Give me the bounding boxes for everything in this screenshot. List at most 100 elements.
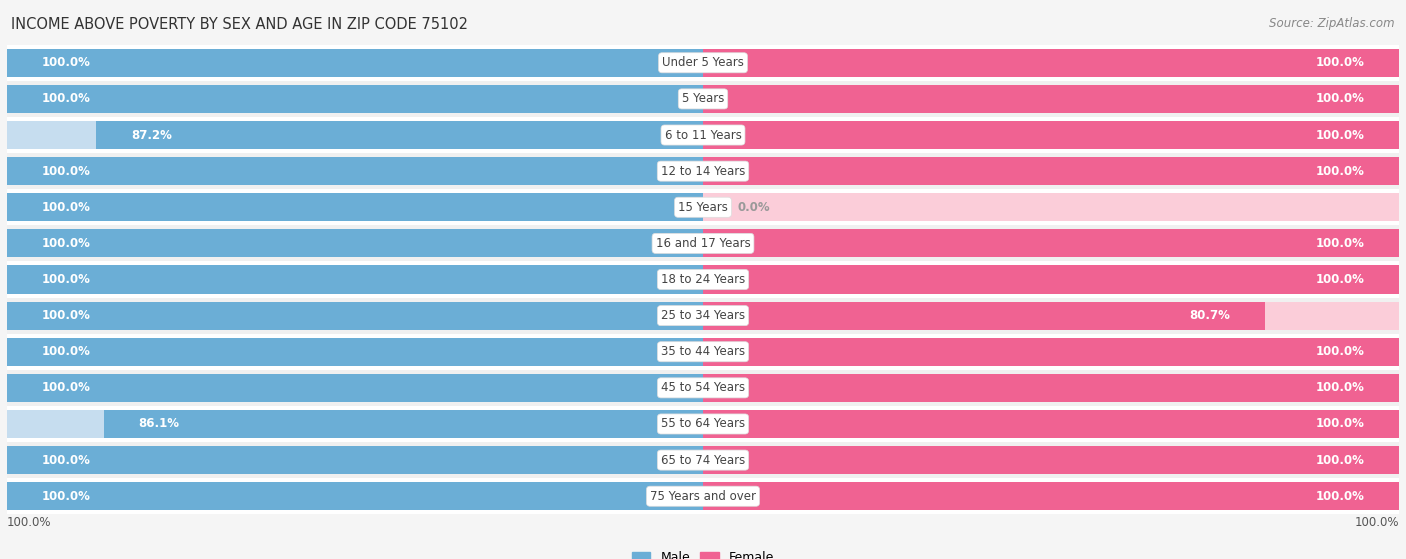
Bar <box>703 49 1399 77</box>
Text: 6 to 11 Years: 6 to 11 Years <box>665 129 741 141</box>
Bar <box>7 446 703 474</box>
Text: 5 Years: 5 Years <box>682 92 724 106</box>
Bar <box>7 229 703 258</box>
Bar <box>7 85 703 113</box>
Bar <box>703 301 1399 330</box>
Bar <box>7 297 1399 334</box>
Bar <box>703 482 1399 510</box>
Text: Under 5 Years: Under 5 Years <box>662 56 744 69</box>
Text: 100.0%: 100.0% <box>42 56 91 69</box>
Text: 35 to 44 Years: 35 to 44 Years <box>661 345 745 358</box>
Text: 100.0%: 100.0% <box>1315 490 1364 503</box>
Text: 100.0%: 100.0% <box>42 165 91 178</box>
Text: 100.0%: 100.0% <box>1315 381 1364 394</box>
Bar <box>703 482 1399 510</box>
Text: 100.0%: 100.0% <box>1315 345 1364 358</box>
Bar <box>7 153 1399 189</box>
Bar <box>7 157 703 185</box>
Text: 0.0%: 0.0% <box>738 201 770 214</box>
Text: 15 Years: 15 Years <box>678 201 728 214</box>
Bar <box>703 266 1399 293</box>
Bar <box>7 49 703 77</box>
Text: 65 to 74 Years: 65 to 74 Years <box>661 453 745 467</box>
Bar <box>7 338 703 366</box>
Bar <box>703 374 1399 402</box>
Bar <box>703 338 1399 366</box>
Text: 12 to 14 Years: 12 to 14 Years <box>661 165 745 178</box>
Text: 87.2%: 87.2% <box>131 129 172 141</box>
Text: 25 to 34 Years: 25 to 34 Years <box>661 309 745 322</box>
Bar <box>703 157 1399 185</box>
Text: 100.0%: 100.0% <box>1315 129 1364 141</box>
Bar <box>7 446 703 474</box>
Text: 100.0%: 100.0% <box>7 516 52 529</box>
Bar <box>703 301 1264 330</box>
Bar <box>7 374 703 402</box>
Bar <box>7 193 703 221</box>
Bar <box>7 189 1399 225</box>
Text: 100.0%: 100.0% <box>42 273 91 286</box>
Bar <box>7 406 1399 442</box>
Text: 100.0%: 100.0% <box>42 345 91 358</box>
Bar <box>7 370 1399 406</box>
Bar <box>7 117 1399 153</box>
Text: 75 Years and over: 75 Years and over <box>650 490 756 503</box>
Text: 100.0%: 100.0% <box>1315 56 1364 69</box>
Bar <box>703 446 1399 474</box>
Text: 86.1%: 86.1% <box>139 418 180 430</box>
Bar <box>7 81 1399 117</box>
Bar <box>7 45 1399 81</box>
Bar <box>703 85 1399 113</box>
Text: 100.0%: 100.0% <box>1315 418 1364 430</box>
Bar <box>7 157 703 185</box>
Bar <box>7 482 703 510</box>
Bar <box>703 410 1399 438</box>
Bar <box>7 229 703 258</box>
Text: 100.0%: 100.0% <box>42 453 91 467</box>
Bar <box>7 410 703 438</box>
Bar <box>703 374 1399 402</box>
Bar <box>7 266 703 293</box>
Bar <box>703 85 1399 113</box>
Bar <box>703 446 1399 474</box>
Text: 100.0%: 100.0% <box>1315 453 1364 467</box>
Bar <box>7 121 703 149</box>
Bar <box>7 301 703 330</box>
Bar <box>104 410 703 438</box>
Text: 16 and 17 Years: 16 and 17 Years <box>655 237 751 250</box>
Bar <box>7 262 1399 297</box>
Text: 100.0%: 100.0% <box>1315 237 1364 250</box>
Bar <box>7 442 1399 478</box>
Text: 100.0%: 100.0% <box>42 201 91 214</box>
Bar <box>7 266 703 293</box>
Bar <box>7 85 703 113</box>
Bar <box>7 478 1399 514</box>
Text: 100.0%: 100.0% <box>1354 516 1399 529</box>
Text: 100.0%: 100.0% <box>42 309 91 322</box>
Text: 100.0%: 100.0% <box>42 92 91 106</box>
Bar <box>703 157 1399 185</box>
Bar <box>7 334 1399 370</box>
Text: INCOME ABOVE POVERTY BY SEX AND AGE IN ZIP CODE 75102: INCOME ABOVE POVERTY BY SEX AND AGE IN Z… <box>11 17 468 32</box>
Bar <box>703 266 1399 293</box>
Bar <box>7 374 703 402</box>
Text: 100.0%: 100.0% <box>42 490 91 503</box>
Text: 100.0%: 100.0% <box>1315 165 1364 178</box>
Bar <box>7 193 703 221</box>
Bar <box>703 121 1399 149</box>
Text: 80.7%: 80.7% <box>1189 309 1230 322</box>
Bar <box>7 338 703 366</box>
Bar <box>703 229 1399 258</box>
Text: 100.0%: 100.0% <box>42 381 91 394</box>
Bar <box>7 49 703 77</box>
Bar <box>7 301 703 330</box>
Text: Source: ZipAtlas.com: Source: ZipAtlas.com <box>1270 17 1395 30</box>
Text: 18 to 24 Years: 18 to 24 Years <box>661 273 745 286</box>
Bar <box>703 338 1399 366</box>
Bar <box>703 229 1399 258</box>
Bar <box>703 193 1399 221</box>
Text: 55 to 64 Years: 55 to 64 Years <box>661 418 745 430</box>
Bar <box>703 410 1399 438</box>
Text: 100.0%: 100.0% <box>42 237 91 250</box>
Text: 100.0%: 100.0% <box>1315 92 1364 106</box>
